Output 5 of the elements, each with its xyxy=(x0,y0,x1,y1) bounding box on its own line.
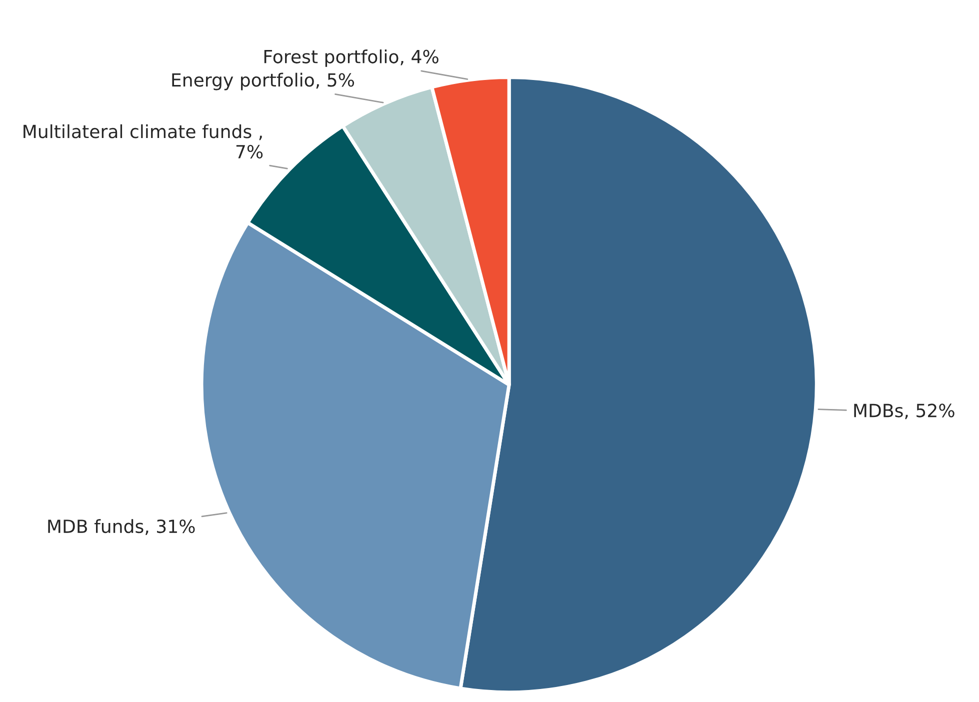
slice-label: MDB funds, 31% xyxy=(48,519,195,535)
slice-label: MDBs, 52% xyxy=(854,404,954,420)
slice-label: Multilateral climate funds , 7% xyxy=(24,124,263,159)
slice-label: Forest portfolio, 4% xyxy=(264,49,438,67)
slice-label: Energy portfolio, 5% xyxy=(172,72,354,90)
